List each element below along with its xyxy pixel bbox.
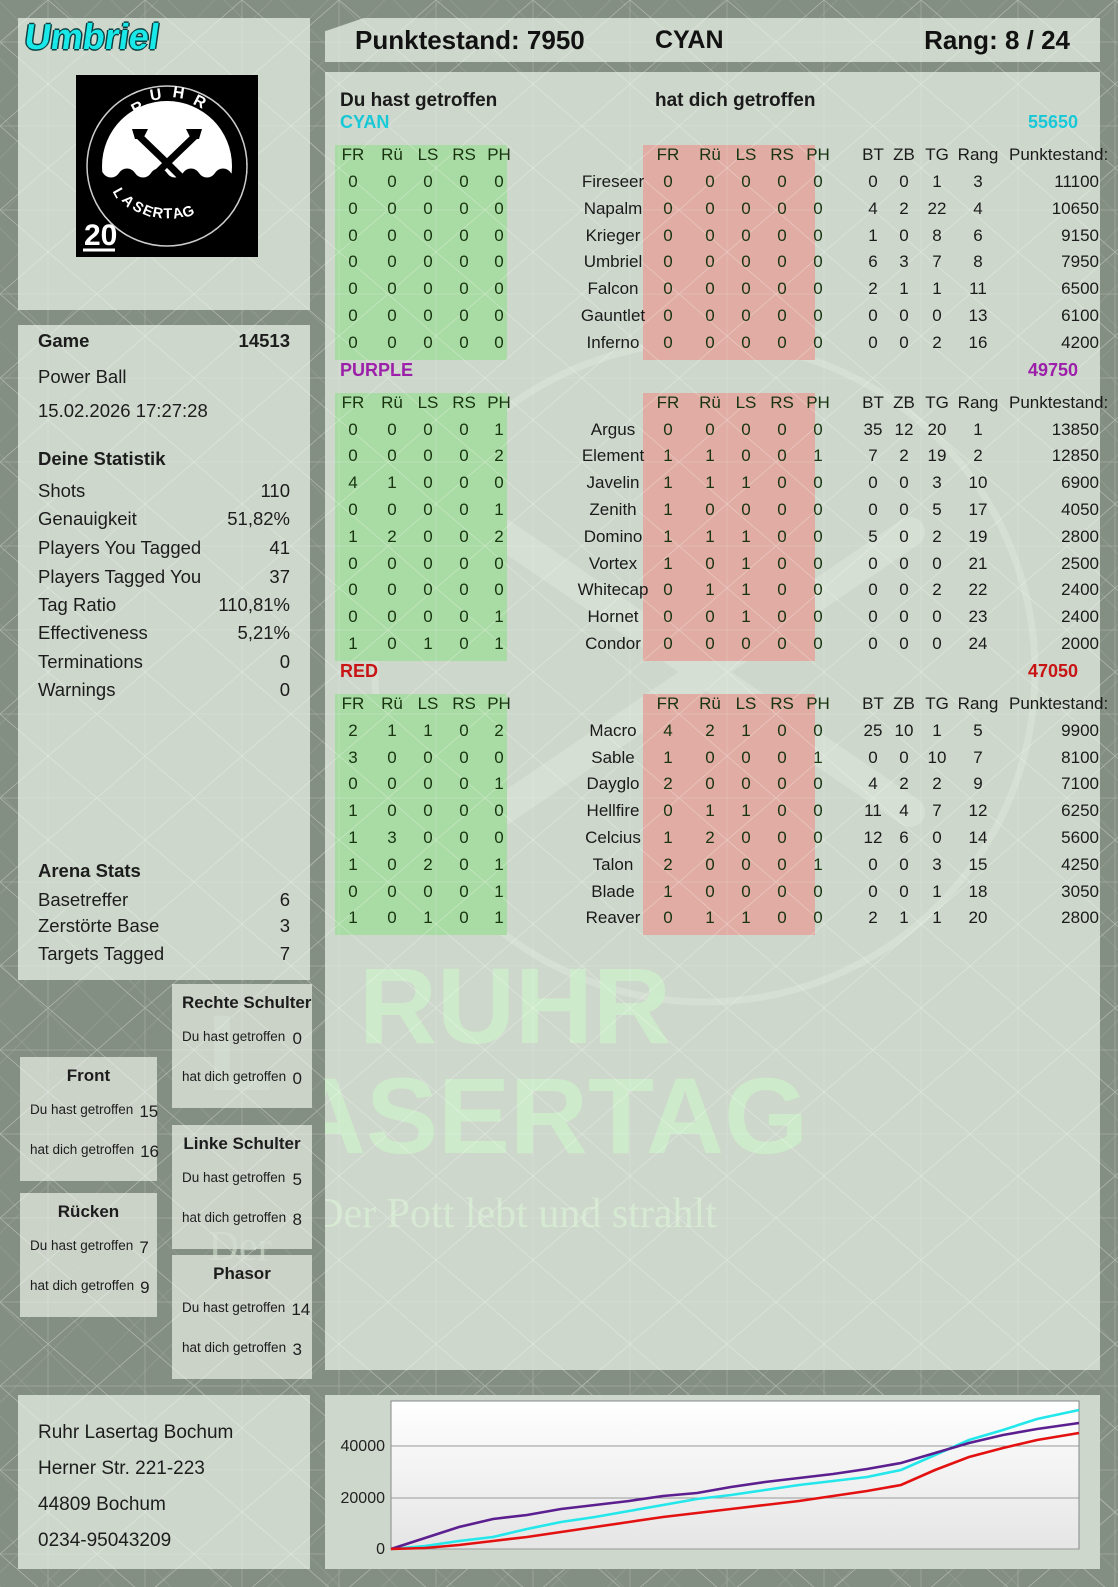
svg-text:40000: 40000 bbox=[341, 1438, 386, 1455]
svg-text:0: 0 bbox=[376, 1541, 385, 1558]
svg-text:20000: 20000 bbox=[341, 1490, 386, 1507]
